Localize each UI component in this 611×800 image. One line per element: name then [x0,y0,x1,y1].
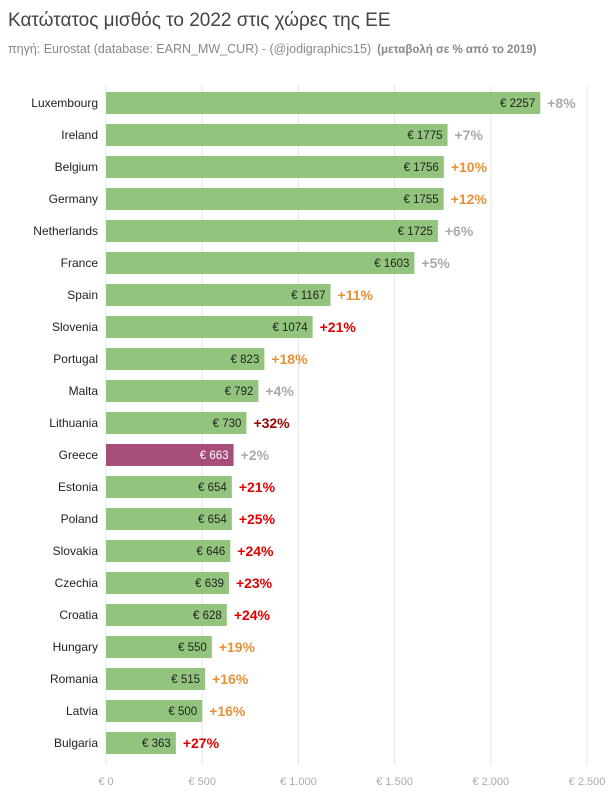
category-label: Hungary [53,640,98,654]
change-label: +4% [265,383,294,399]
value-label: € 1603 [374,258,409,270]
category-label: Latvia [66,704,98,718]
x-tick-label: € 0 [98,776,113,788]
value-label: € 1725 [398,226,433,238]
value-label: € 823 [231,354,260,366]
x-tick-label: € 1.500 [376,776,413,788]
category-label: Slovenia [52,320,98,334]
value-label: € 550 [178,642,207,654]
bar [106,540,231,562]
value-label: € 663 [200,450,229,462]
x-tick-label: € 500 [188,776,216,788]
chart-title: Κατώτατος μισθός το 2022 στις χώρες της … [8,10,391,31]
value-label: € 646 [197,546,226,558]
bar [106,348,265,370]
value-label: € 654 [198,514,227,526]
change-label: +32% [253,415,290,431]
value-label: € 1074 [272,322,308,334]
bar [106,476,232,498]
change-label: +19% [219,639,256,655]
category-label: Romania [50,672,98,686]
value-label: € 363 [142,738,171,750]
bar [106,220,438,242]
category-label: Lithuania [49,416,98,430]
bar [106,732,176,754]
category-label: Ireland [61,128,98,142]
category-label: Luxembourg [31,96,98,110]
chart-note: (μεταβολή σε % από το 2019) [377,44,537,56]
category-label: Belgium [55,160,98,174]
category-label: Malta [69,384,99,398]
change-label: +16% [212,671,249,687]
value-label: € 1167 [291,290,325,302]
change-label: +21% [320,319,357,335]
value-label: € 792 [225,386,254,398]
category-label: Bulgaria [54,736,98,750]
category-label: Greece [59,448,99,462]
bar [106,188,444,210]
change-label: +21% [239,479,276,495]
category-label: Germany [49,192,98,206]
category-label: France [61,256,99,270]
bar [106,252,415,274]
bar [106,508,232,530]
chart-source: πηγή: Eurostat (database: EARN_MW_CUR) -… [8,42,372,56]
bar [106,316,313,338]
bar [106,700,203,722]
category-label: Spain [67,288,98,302]
change-label: +27% [183,735,220,751]
bar [106,604,227,626]
bar [106,668,206,690]
bar [106,124,448,146]
category-label: Czechia [55,576,99,590]
category-label: Croatia [59,608,98,622]
change-label: +25% [239,511,276,527]
bar [106,412,247,434]
value-label: € 730 [213,418,242,430]
change-label: +18% [271,351,308,367]
change-label: +2% [241,447,270,463]
category-label: Netherlands [33,224,98,238]
value-label: € 500 [168,706,197,718]
x-tick-label: € 2.500 [569,776,606,788]
bar [106,380,259,402]
bar [106,572,229,594]
value-label: € 515 [171,674,200,686]
category-label: Estonia [58,480,98,494]
change-label: +11% [338,287,374,303]
change-label: +23% [236,575,273,591]
bar-highlight [106,444,234,466]
category-label: Slovakia [53,544,99,558]
bar [106,284,331,306]
value-label: € 1775 [407,130,442,142]
value-label: € 2257 [500,98,535,110]
x-tick-label: € 1.000 [280,776,317,788]
value-label: € 628 [193,610,222,622]
change-label: +24% [234,607,271,623]
category-label: Poland [61,512,98,526]
value-label: € 639 [195,578,224,590]
change-label: +6% [445,223,474,239]
change-label: +8% [547,95,576,111]
change-label: +10% [451,159,488,175]
change-label: +12% [451,191,488,207]
value-label: € 654 [198,482,227,494]
change-label: +5% [421,255,450,271]
change-label: +24% [237,543,274,559]
bar [106,92,541,114]
chart-subtitle: πηγή: Eurostat (database: EARN_MW_CUR) -… [8,42,536,56]
bar [106,636,212,658]
change-label: +16% [209,703,246,719]
change-label: +7% [455,127,484,143]
bar [106,156,444,178]
value-label: € 1755 [403,194,438,206]
x-tick-label: € 2.000 [472,776,509,788]
value-label: € 1756 [404,162,439,174]
category-label: Portugal [53,352,98,366]
